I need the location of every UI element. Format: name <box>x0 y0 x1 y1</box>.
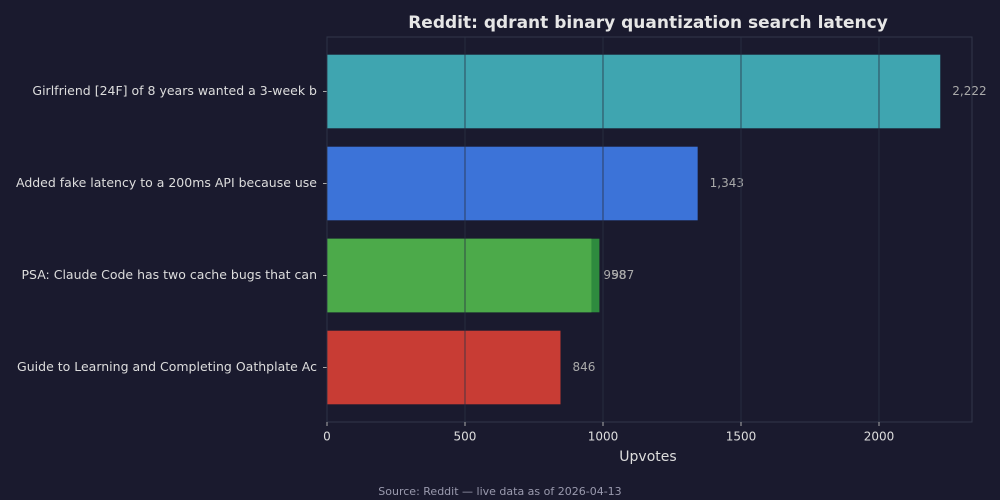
x-tick-label: 1000 <box>588 430 619 444</box>
x-tick-label: 500 <box>454 430 477 444</box>
value-label: 1,343 <box>710 176 744 190</box>
x-tick-label: 1500 <box>726 430 757 444</box>
bar <box>327 54 941 129</box>
value-label: 987 <box>611 268 634 282</box>
value-label: 846 <box>572 360 595 374</box>
y-tick-label: Girlfriend [24F] of 8 years wanted a 3-w… <box>32 83 317 98</box>
bar <box>327 238 592 313</box>
bar <box>327 146 698 221</box>
x-axis-label: Upvotes <box>619 449 676 465</box>
bar <box>327 330 561 405</box>
value-label: 958 <box>603 268 626 282</box>
chart-title: Reddit: qdrant binary quantization searc… <box>408 13 888 33</box>
x-tick-label: 2000 <box>864 430 895 444</box>
y-tick-label: Guide to Learning and Completing Oathpla… <box>17 359 317 374</box>
value-label: 2,222 <box>952 84 986 98</box>
x-tick-label: 0 <box>323 430 331 444</box>
source-note: Source: Reddit — live data as of 2026-04… <box>378 485 621 498</box>
y-tick-label: PSA: Claude Code has two cache bugs that… <box>22 267 317 282</box>
y-tick-label: Added fake latency to a 200ms API becaus… <box>16 175 317 190</box>
